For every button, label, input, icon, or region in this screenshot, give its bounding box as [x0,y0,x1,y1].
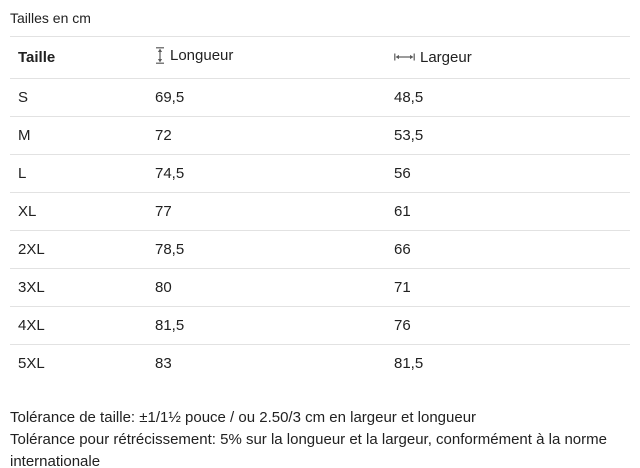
width-cell: 81,5 [394,355,424,372]
size-cell: 4XL [10,306,155,345]
width-cell: 48,5 [394,78,630,117]
size-cell: M [10,116,155,155]
table-row: 4XL 81,5 76 [10,306,630,345]
table-row: S 69,5 48,5 [10,78,630,117]
column-header-length-label: Longueur [170,47,234,64]
column-header-width: Largeur [394,37,630,79]
size-cell: S [10,78,155,117]
length-cell: 80 [155,268,394,307]
width-cell: 53,5 [394,116,630,155]
length-vertical-arrow-icon [156,47,164,64]
column-header-length: Longueur [155,37,394,79]
width-cell: 56 [394,154,630,193]
table-row: XL 77 61 [10,192,630,231]
tolerance-size-note: Tolérance de taille: ±1/1½ pouce / ou 2.… [10,409,477,426]
length-cell: 72 [155,116,394,155]
size-table: Taille Longueur [10,37,630,382]
width-cell: 61 [394,192,630,231]
width-cell: 66 [394,230,630,269]
column-header-size-label: Taille [18,49,56,66]
length-cell: 69,5 [155,78,394,117]
size-cell: 3XL [10,268,155,307]
size-cell: 5XL [18,355,45,372]
size-cell: XL [10,192,155,231]
column-header-size: Taille [10,37,155,79]
tolerance-notes: Tolérance de taille: ±1/1½ pouce / ou 2.… [10,407,630,468]
width-cell: 76 [394,306,630,345]
table-row: 3XL 80 71 [10,268,630,307]
size-cell: 2XL [10,230,155,269]
table-header-row: Taille Longueur [10,37,630,79]
length-cell: 81,5 [155,306,394,345]
column-header-width-label: Largeur [420,48,472,66]
table-row: 5XL 83 81,5 [10,345,630,383]
length-cell: 77 [155,192,394,231]
length-cell: 83 [155,355,172,372]
length-cell: 74,5 [155,154,394,193]
width-horizontal-arrow-icon [394,53,415,61]
size-cell: L [10,154,155,193]
table-row: L 74,5 56 [10,154,630,193]
table-row: M 72 53,5 [10,116,630,155]
page-title: Tailles en cm [10,8,630,37]
table-row: 2XL 78,5 66 [10,230,630,269]
tolerance-shrinkage-note: Tolérance pour rétrécissement: 5% sur la… [10,431,607,468]
width-cell: 71 [394,268,630,307]
length-cell: 78,5 [155,230,394,269]
